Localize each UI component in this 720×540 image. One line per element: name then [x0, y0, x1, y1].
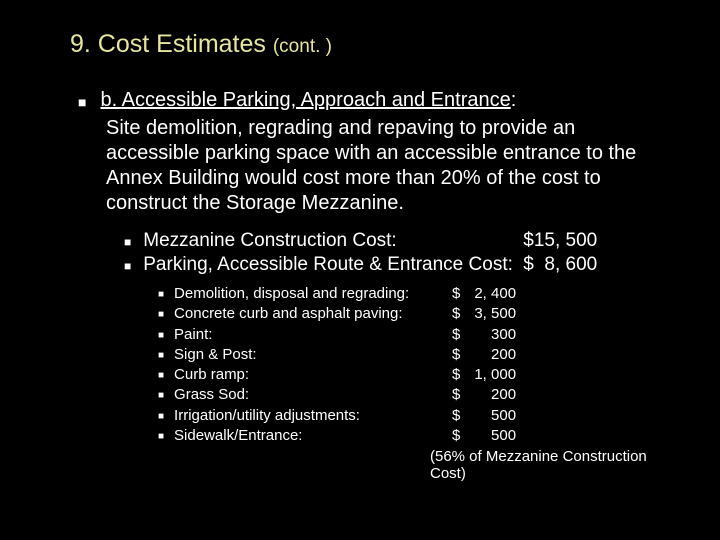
section-heading: ■ b. Accessible Parking, Approach and En… — [78, 89, 660, 112]
detail-line: ■ Grass Sod: $ 200 — [158, 385, 660, 405]
bullet-icon: ■ — [158, 389, 164, 403]
cost-line: ■ Mezzanine Construction Cost: $15, 500 — [124, 230, 660, 252]
detail-label: Sign & Post: — [174, 345, 452, 365]
dollar-sign: $ — [452, 325, 468, 345]
cost-line: ■ Parking, Accessible Route & Entrance C… — [124, 254, 660, 276]
dollar-sign: $ — [452, 345, 468, 365]
footnote: (56% of Mezzanine Construction Cost) — [158, 448, 660, 482]
slide: 9. Cost Estimates (cont. ) ■ b. Accessib… — [0, 0, 720, 540]
bullet-icon: ■ — [158, 410, 164, 424]
detail-label: Sidewalk/Entrance: — [174, 426, 452, 446]
section-title: Accessible Parking, Approach and Entranc… — [122, 89, 511, 111]
detail-label: Concrete curb and asphalt paving: — [174, 304, 452, 324]
section-colon: : — [511, 89, 517, 111]
detail-line: ■ Sign & Post: $ 200 — [158, 345, 660, 365]
detail-label: Paint: — [174, 325, 452, 345]
bullet-icon: ■ — [78, 94, 86, 110]
cost-value: $ 8, 600 — [523, 254, 597, 276]
bullet-icon: ■ — [158, 288, 164, 302]
detail-line: ■ Concrete curb and asphalt paving: $ 3,… — [158, 304, 660, 324]
bullet-icon: ■ — [124, 259, 131, 273]
slide-body: ■ b. Accessible Parking, Approach and En… — [70, 89, 660, 482]
dollar-sign: $ — [452, 385, 468, 405]
detail-value: 3, 500 — [468, 304, 516, 324]
detail-line: ■ Paint: $ 300 — [158, 325, 660, 345]
slide-title: 9. Cost Estimates (cont. ) — [70, 30, 660, 59]
dollar-sign: $ — [452, 284, 468, 304]
cost-value: $15, 500 — [523, 230, 597, 252]
bullet-icon: ■ — [158, 329, 164, 343]
bullet-icon: ■ — [158, 308, 164, 322]
cost-label: Parking, Accessible Route & Entrance Cos… — [143, 254, 523, 276]
bullet-icon: ■ — [124, 235, 131, 249]
dollar-sign: $ — [452, 426, 468, 446]
detail-value: 200 — [468, 345, 516, 365]
detail-value: 1, 000 — [468, 365, 516, 385]
cost-label: Mezzanine Construction Cost: — [143, 230, 523, 252]
section-heading-text: b. Accessible Parking, Approach and Entr… — [100, 89, 516, 112]
title-cont: (cont. ) — [273, 36, 332, 57]
dollar-sign: $ — [452, 365, 468, 385]
detail-value: 2, 400 — [468, 284, 516, 304]
detail-value: 300 — [468, 325, 516, 345]
section-paragraph: Site demolition, regrading and repaving … — [106, 116, 660, 216]
detail-label: Grass Sod: — [174, 385, 452, 405]
detail-label: Curb ramp: — [174, 365, 452, 385]
bullet-icon: ■ — [158, 430, 164, 444]
dollar-sign: $ — [452, 304, 468, 324]
bullet-icon: ■ — [158, 369, 164, 383]
detail-line: ■ Irrigation/utility adjustments: $ 500 — [158, 406, 660, 426]
dollar-sign: $ — [452, 406, 468, 426]
detail-label: Irrigation/utility adjustments: — [174, 406, 452, 426]
detail-value: 200 — [468, 385, 516, 405]
detail-value: 500 — [468, 426, 516, 446]
section-letter: b. — [100, 89, 121, 111]
detail-line: ■ Sidewalk/Entrance: $ 500 — [158, 426, 660, 446]
bullet-icon: ■ — [158, 349, 164, 363]
detail-value: 500 — [468, 406, 516, 426]
detail-line: ■ Curb ramp: $ 1, 000 — [158, 365, 660, 385]
title-main: 9. Cost Estimates — [70, 30, 273, 58]
detail-line: ■ Demolition, disposal and regrading: $ … — [158, 284, 660, 304]
detail-label: Demolition, disposal and regrading: — [174, 284, 452, 304]
